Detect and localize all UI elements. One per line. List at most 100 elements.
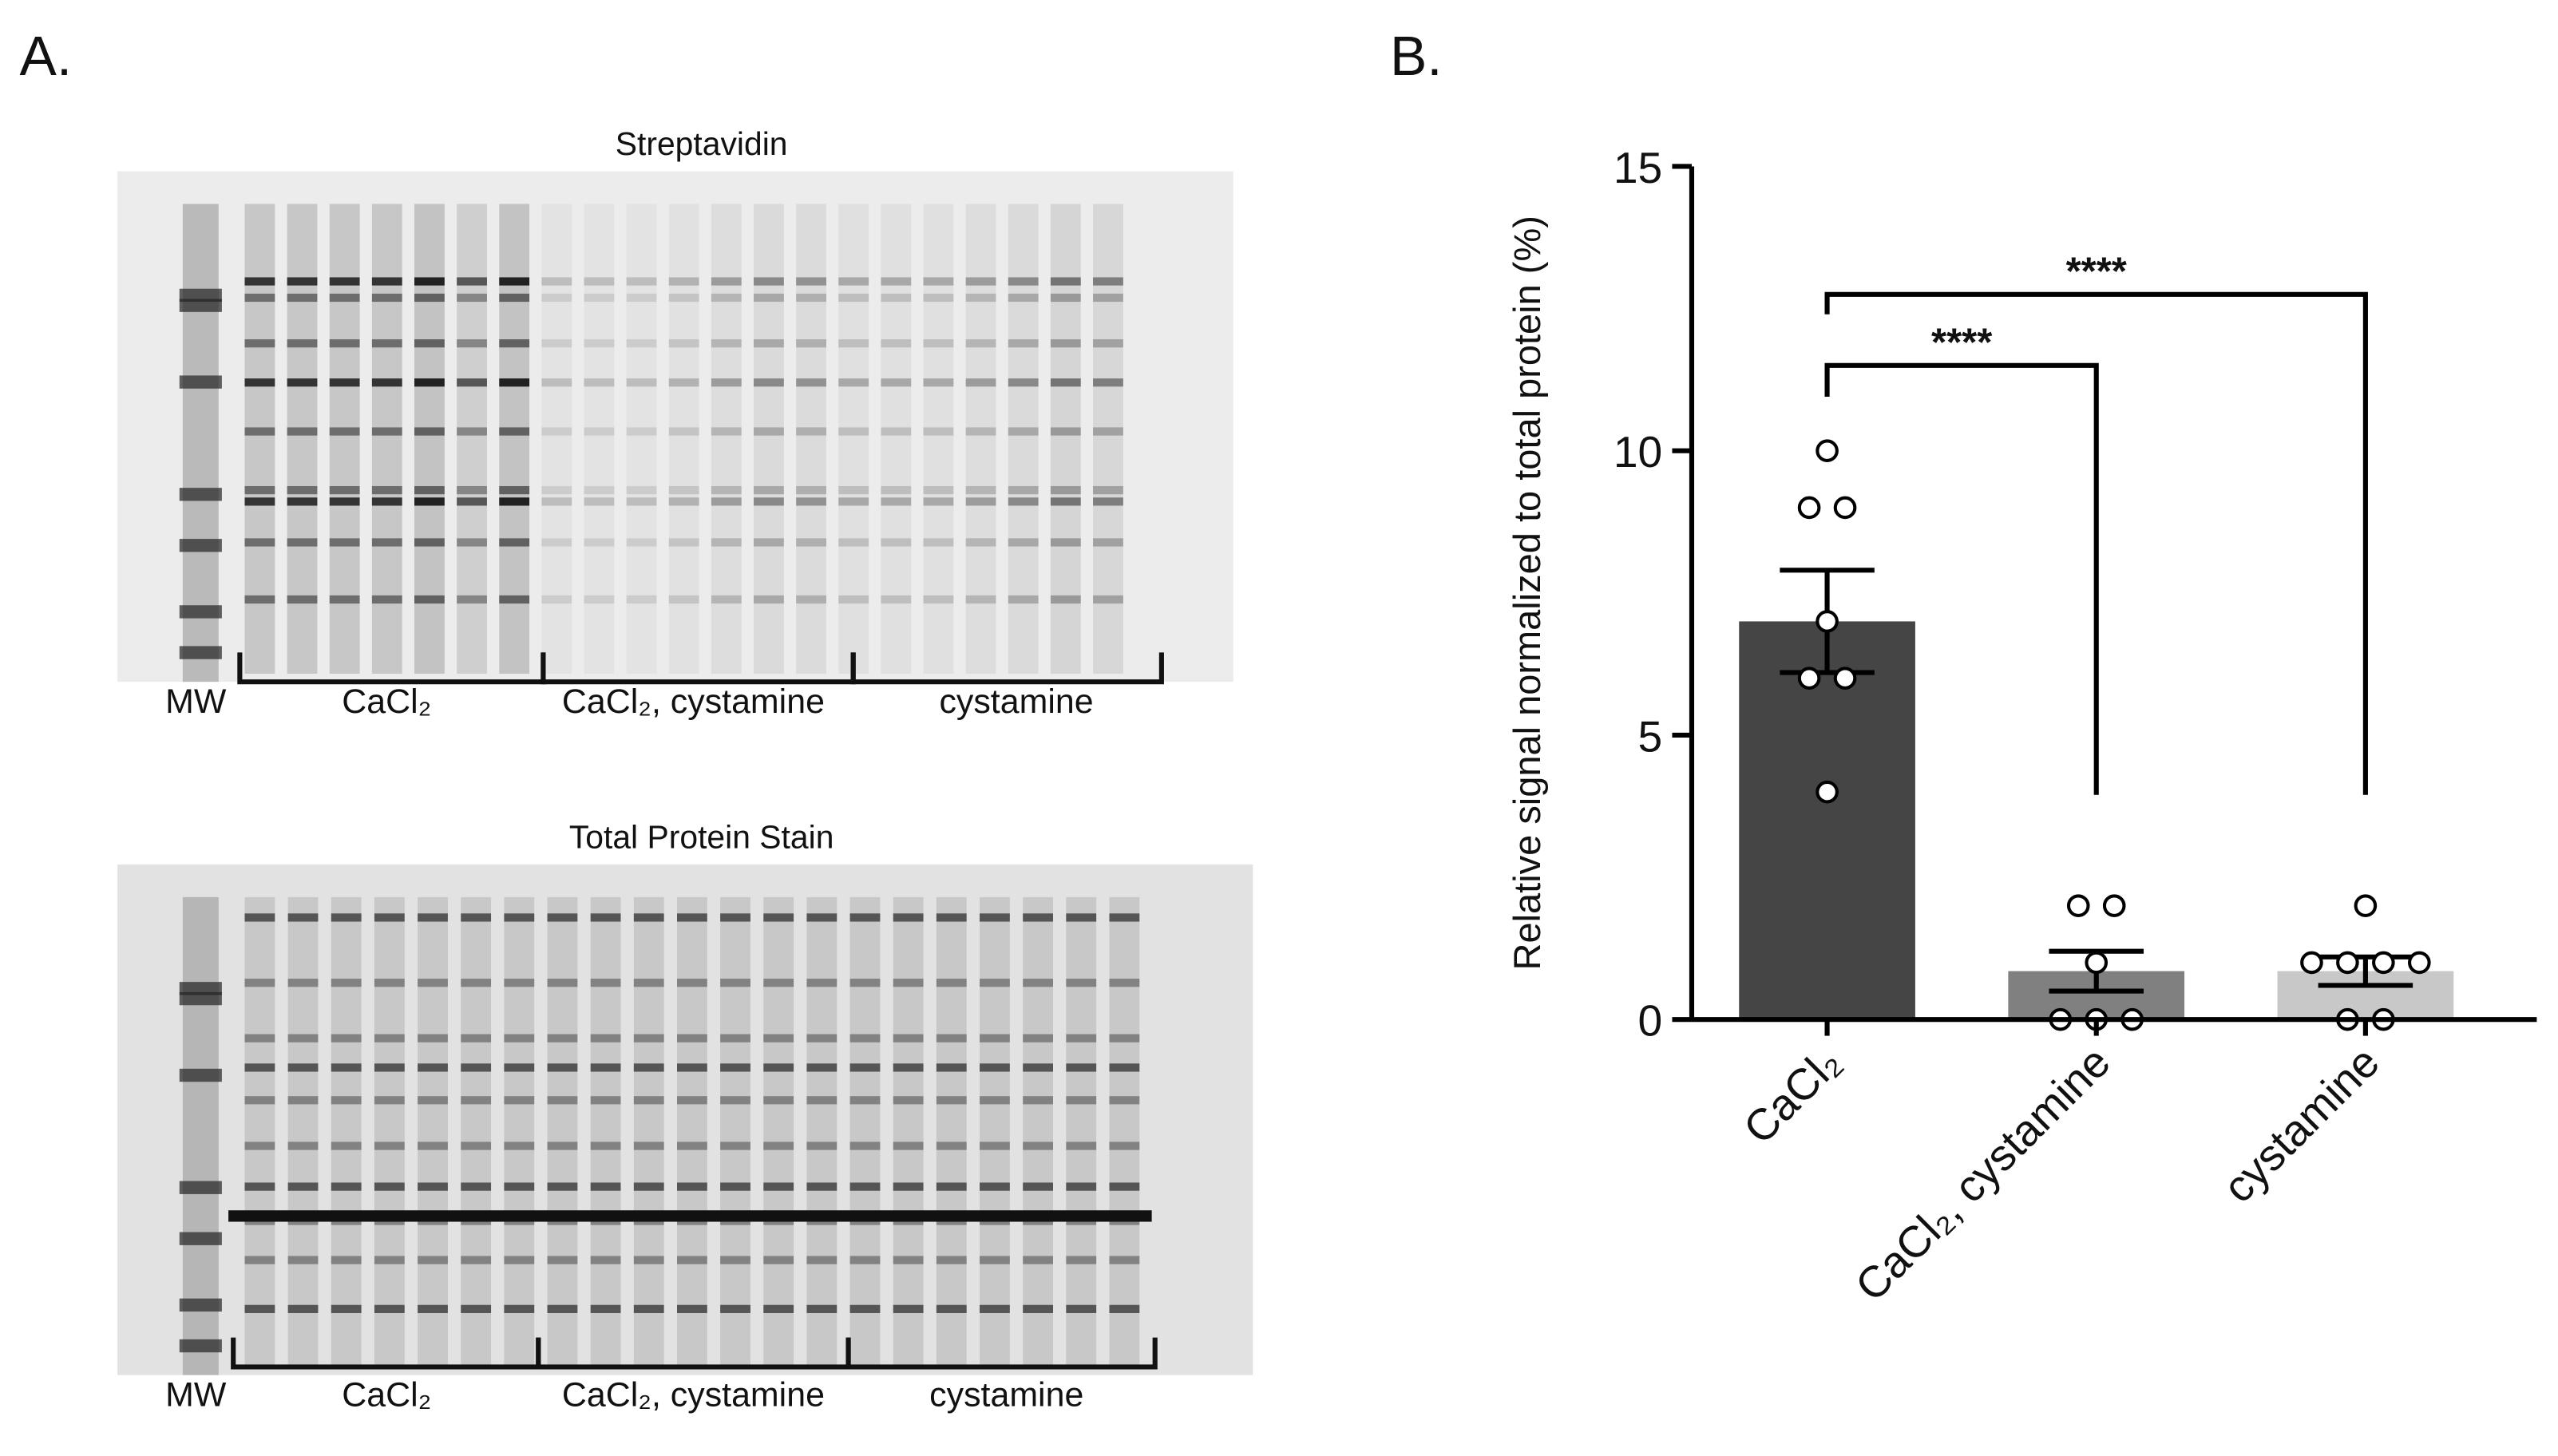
data-point — [2066, 894, 2090, 917]
data-point — [2354, 894, 2378, 917]
lane — [584, 204, 615, 674]
band — [893, 1304, 924, 1313]
band — [504, 913, 535, 922]
lane — [626, 204, 657, 674]
band — [763, 1096, 794, 1105]
band — [763, 1256, 794, 1264]
band — [374, 1256, 405, 1264]
y-tick-label: 0 — [1638, 996, 1663, 1046]
band — [329, 277, 360, 286]
lane-label: CaCl₂ — [342, 682, 431, 721]
band — [849, 1096, 881, 1105]
band — [849, 913, 881, 922]
band — [584, 427, 615, 436]
band — [893, 1063, 924, 1072]
band — [893, 913, 924, 922]
band — [763, 1034, 794, 1043]
band — [414, 339, 445, 348]
band — [923, 293, 954, 303]
data-point — [1816, 780, 1839, 804]
band — [1066, 979, 1097, 987]
band — [244, 1304, 275, 1313]
band — [418, 1063, 448, 1072]
data-point — [2336, 951, 2359, 975]
band — [547, 1034, 578, 1043]
data-point — [2372, 951, 2395, 975]
band — [504, 1304, 535, 1313]
band — [329, 538, 360, 547]
band — [720, 1182, 750, 1191]
band — [371, 497, 402, 506]
band — [1050, 277, 1081, 286]
band — [711, 339, 742, 348]
band — [893, 979, 924, 987]
band — [626, 595, 657, 604]
significance-bracket — [1824, 291, 2368, 795]
band — [371, 595, 402, 604]
ladder-lane — [182, 204, 219, 682]
band — [418, 1096, 448, 1105]
band — [1109, 1034, 1140, 1043]
band — [763, 1063, 794, 1072]
lane — [711, 204, 742, 674]
band — [806, 1096, 837, 1105]
band — [923, 378, 954, 387]
band — [461, 1063, 492, 1072]
lane — [965, 204, 996, 674]
band — [1066, 913, 1097, 922]
band — [796, 497, 826, 506]
band — [720, 1304, 750, 1313]
band — [244, 497, 275, 506]
band — [541, 339, 572, 348]
data-point — [2085, 951, 2109, 975]
band — [461, 1182, 492, 1191]
band — [936, 979, 967, 987]
band — [796, 339, 826, 348]
band — [1093, 485, 1123, 495]
data-point — [1833, 496, 1857, 520]
lane — [923, 204, 954, 674]
band — [838, 277, 869, 286]
band — [414, 293, 445, 303]
band — [287, 1182, 319, 1191]
band — [711, 378, 742, 387]
lane — [849, 896, 881, 1367]
band — [287, 1096, 319, 1105]
lane — [838, 204, 869, 674]
band — [754, 293, 784, 303]
band — [633, 1141, 664, 1150]
band — [806, 1063, 837, 1072]
band — [244, 378, 275, 387]
band — [936, 1096, 967, 1105]
band — [676, 1141, 707, 1150]
data-point — [1816, 610, 1839, 633]
band — [418, 1304, 448, 1313]
band — [936, 1256, 967, 1264]
ladder-band — [179, 982, 222, 995]
band — [965, 339, 996, 348]
band — [1109, 1256, 1140, 1264]
lane-bracket — [850, 652, 1164, 685]
band — [287, 427, 318, 436]
lane-label: MW — [165, 682, 227, 721]
band — [1008, 378, 1039, 387]
band — [1066, 1096, 1097, 1105]
band — [893, 1034, 924, 1043]
blot-title: Streptavidin — [616, 125, 788, 162]
band — [1050, 485, 1081, 495]
ladder-lane — [182, 896, 219, 1375]
band — [287, 293, 318, 303]
band — [936, 1141, 967, 1150]
band — [1008, 293, 1039, 303]
band — [633, 1304, 664, 1313]
band — [244, 1256, 275, 1264]
band — [287, 1063, 319, 1072]
band — [626, 277, 657, 286]
band — [936, 1034, 967, 1043]
panel-label: B. — [1390, 25, 1443, 87]
band — [244, 913, 275, 922]
band — [923, 538, 954, 547]
band — [881, 485, 912, 495]
band — [633, 1034, 664, 1043]
lane — [1050, 204, 1081, 674]
